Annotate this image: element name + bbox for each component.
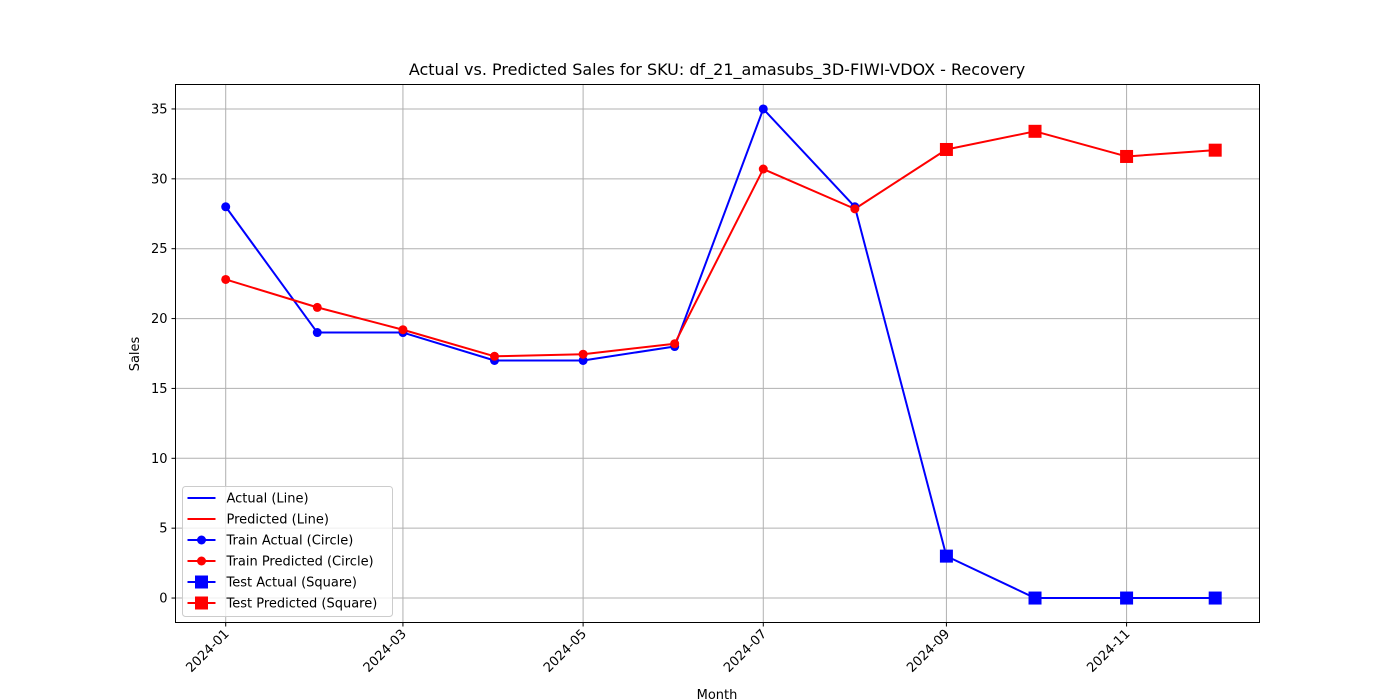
train-predicted-point: [850, 204, 860, 214]
y-axis-label: Sales: [128, 336, 143, 371]
y-tick-label: 25: [151, 242, 168, 257]
train-predicted-point: [398, 325, 408, 335]
x-axis-ticks: 2024-01 2024-03 2024-05 2024-07 2024-09 2024-…: [184, 622, 1133, 676]
y-tick-label: 10: [151, 452, 168, 467]
test-actual-point: [1028, 591, 1042, 605]
x-tick-label: 2024-01: [184, 627, 233, 676]
chart-title: Actual vs. Predicted Sales for SKU: df_2…: [409, 60, 1025, 80]
test-predicted-point: [1120, 149, 1134, 163]
actual-line: [224, 107, 1216, 600]
train-actual-point: [578, 355, 588, 365]
y-tick-label: 20: [151, 312, 168, 327]
train-predicted-point: [578, 349, 588, 359]
test-actual-point: [1120, 591, 1134, 605]
test-predicted-point: [1028, 124, 1042, 138]
legend-square-marker: [195, 575, 208, 589]
legend-entry: Train Actual (Circle): [187, 534, 354, 549]
x-axis-label: Month: [697, 688, 738, 700]
data-series: [221, 104, 1222, 605]
legend-entry: Predicted (Line): [187, 513, 329, 528]
y-tick-label: 0: [159, 592, 167, 607]
x-tick-label: 2024-03: [361, 627, 410, 676]
test-predicted-point: [1208, 143, 1222, 157]
y-tick-label: 35: [151, 102, 168, 117]
train-predicted-point: [489, 351, 499, 361]
grid-lines: [175, 84, 1260, 623]
test-actual-point: [1208, 591, 1222, 605]
x-tick-label: 2024-09: [904, 627, 953, 676]
train-predicted-point: [221, 274, 231, 284]
y-tick-label: 5: [159, 522, 167, 537]
y-axis-ticks: 0 5 10 15 20 25 30 35: [151, 102, 176, 607]
legend-label: Train Predicted (Circle): [226, 555, 374, 570]
legend-label: Train Actual (Circle): [226, 534, 354, 549]
plot-area-frame: [175, 84, 1260, 623]
legend-entry: Actual (Line): [187, 492, 309, 507]
predicted-line: [225, 130, 1216, 358]
legend-box: [182, 486, 393, 617]
legend-entry: Test Predicted (Square): [187, 596, 378, 612]
train-actual-point: [312, 328, 322, 338]
legend-label: Test Predicted (Square): [226, 597, 378, 612]
y-tick-label: 15: [151, 382, 168, 397]
legend: Actual (Line) Predicted (Line) Train Actua…: [182, 486, 393, 617]
legend-label: Actual (Line): [227, 492, 309, 507]
legend-circle-marker: [197, 556, 206, 566]
legend-circle-marker: [197, 535, 206, 545]
x-tick-label: 2024-05: [541, 627, 590, 676]
test-predicted-point: [939, 142, 953, 156]
train-predicted-point: [312, 302, 322, 312]
legend-entry: Train Predicted (Circle): [187, 555, 374, 570]
train-actual-point: [758, 104, 768, 114]
legend-label: Test Actual (Square): [226, 576, 358, 591]
legend-square-marker: [195, 596, 208, 610]
legend-label: Predicted (Line): [227, 513, 329, 528]
x-tick-label: 2024-11: [1084, 627, 1133, 676]
legend-entry: Test Actual (Square): [187, 575, 358, 591]
y-tick-label: 30: [151, 172, 168, 187]
train-predicted-point: [758, 164, 768, 174]
test-actual-point: [939, 549, 953, 563]
train-actual-point: [221, 202, 231, 212]
train-predicted-point: [670, 339, 680, 349]
x-tick-label: 2024-07: [721, 627, 770, 676]
